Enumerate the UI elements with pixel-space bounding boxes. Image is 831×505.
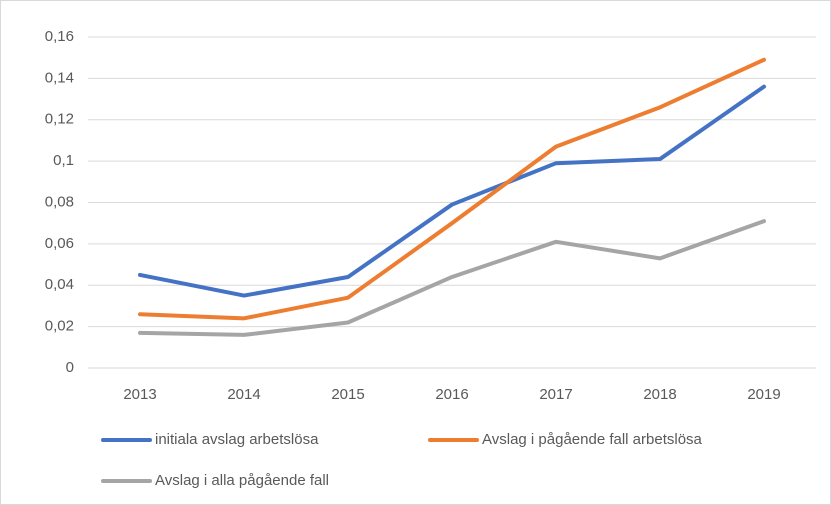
legend-label: Avslag i alla pågående fall [155, 472, 329, 489]
y-tick-label: 0,14 [45, 69, 74, 86]
x-tick-label: 2013 [123, 386, 156, 403]
series-line [138, 57, 766, 321]
legend-label: initiala avslag arbetslösa [155, 431, 319, 448]
x-tick-label: 2019 [747, 386, 780, 403]
y-tick-label: 0,16 [45, 28, 74, 45]
y-tick-label: 0,04 [45, 276, 74, 293]
series-line [138, 84, 766, 298]
x-tick-label: 2014 [227, 386, 260, 403]
y-tick-label: 0,12 [45, 111, 74, 128]
legend-label: Avslag i pågående fall arbetslösa [482, 431, 703, 448]
y-tick-label: 0,06 [45, 235, 74, 252]
x-tick-label: 2015 [331, 386, 364, 403]
y-tick-label: 0,02 [45, 318, 74, 335]
y-tick-label: 0,08 [45, 193, 74, 210]
x-tick-label: 2018 [643, 386, 676, 403]
y-tick-label: 0,1 [53, 152, 74, 169]
series-line [138, 219, 766, 337]
x-tick-label: 2017 [539, 386, 572, 403]
y-tick-label: 0 [66, 359, 74, 376]
x-tick-label: 2016 [435, 386, 468, 403]
